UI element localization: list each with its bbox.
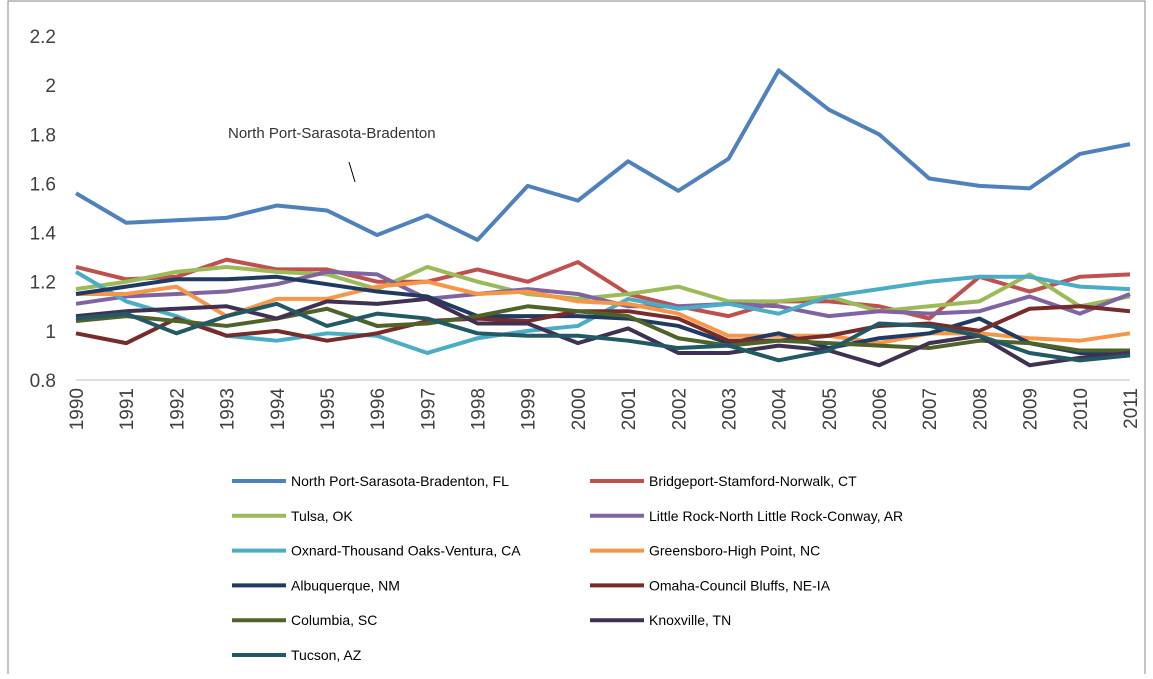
annotation-pointer [348,161,356,183]
series-line [75,257,1131,321]
x-tick-label: 1998 [469,388,490,430]
x-tick-label: 2000 [569,388,590,430]
chart-border [7,0,1146,679]
x-tick-label: 2005 [820,388,841,430]
series-line [75,301,1131,363]
x-tick-label: 1990 [67,388,88,430]
x-tick-label: 1999 [519,388,540,430]
x-tick-label: 2009 [1021,388,1042,430]
y-tick-label: 1.4 [30,224,57,245]
x-tick-label: 2008 [970,388,991,430]
legend-label: Tucson, AZ [291,647,362,663]
x-tick-label: 2004 [770,388,791,431]
series-line [75,269,1131,319]
series-line [75,304,1131,346]
series-line [74,68,1131,242]
x-tick-label: 1993 [218,388,239,430]
x-tick-label: 2001 [619,388,640,430]
series-line [76,279,1131,346]
x-tick-label: 1995 [318,388,339,430]
legend-label: Columbia, SC [291,612,377,628]
y-tick-label: 0.8 [30,371,56,392]
x-tick-label: 2006 [870,388,891,430]
x-tick-label: 2010 [1071,388,1092,430]
x-tick-label: 1996 [368,388,389,430]
legend-label: Greensboro-High Point, NC [649,543,820,559]
y-tick-label: 1.8 [30,125,56,146]
legend-label: Omaha-Council Bluffs, NE-IA [649,577,831,593]
legend-label: Knoxville, TN [649,612,731,628]
x-tick-label: 2003 [719,388,740,430]
legend-label: Albuquerque, NM [291,577,400,593]
series-line [75,264,1131,314]
legend-label: Bridgeport-Stamford-Norwalk, CT [649,473,857,489]
y-tick-label: 2.2 [30,27,56,48]
legend-label: North Port-Sarasota-Bradenton, FL [291,473,509,489]
x-tick-label: 1997 [418,388,439,430]
x-tick-label: 2011 [1121,388,1142,429]
x-tick-label: 1992 [167,388,188,430]
y-tick-label: 2 [45,76,56,97]
legend-label: Little Rock-North Little Rock-Conway, AR [649,508,903,524]
y-tick-label: 1.6 [30,174,56,195]
x-tick-label: 1991 [117,388,138,430]
series-line [75,304,1130,353]
y-tick-label: 1 [45,322,56,343]
x-tick-label: 2002 [669,388,690,430]
annotation: North Port-Sarasota-Bradenton [228,125,436,142]
series-line [75,296,1131,368]
x-tick-label: 1994 [268,388,289,431]
x-tick-label: 2007 [920,388,941,430]
legend-label: Tulsa, OK [291,508,353,524]
legend-label: Oxnard-Thousand Oaks-Ventura, CA [291,543,521,559]
y-tick-label: 1.2 [30,273,56,294]
